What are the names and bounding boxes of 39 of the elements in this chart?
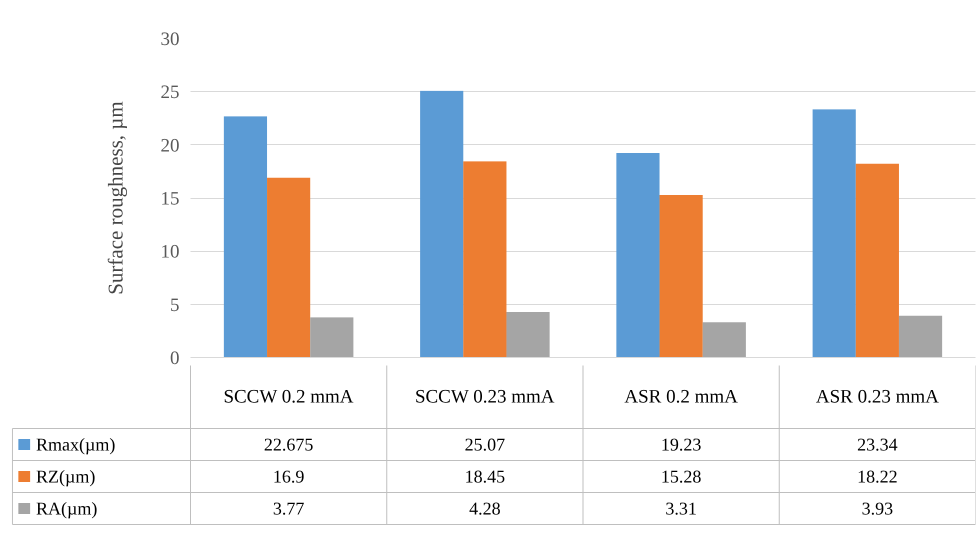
y-tick-label: 20 bbox=[160, 135, 180, 156]
y-tick-label: 0 bbox=[170, 348, 180, 369]
data-label: 23.34 bbox=[857, 434, 898, 454]
data-label: 3.77 bbox=[272, 498, 304, 518]
bar bbox=[506, 312, 550, 358]
bar bbox=[702, 322, 746, 358]
bar bbox=[463, 161, 506, 358]
data-label: 18.45 bbox=[464, 466, 506, 486]
x-tick-label: SCCW 0.2 mmA bbox=[223, 386, 354, 408]
x-tick-label: SCCW 0.23 mmA bbox=[414, 386, 555, 408]
y-axis-title: Surface roughness, µm bbox=[104, 101, 128, 295]
data-label: 15.28 bbox=[660, 466, 702, 486]
data-label: 22.675 bbox=[264, 434, 314, 454]
bar bbox=[812, 109, 856, 358]
x-tick-label: ASR 0.23 mmA bbox=[816, 386, 940, 408]
bar bbox=[224, 116, 268, 358]
data-label: 25.07 bbox=[464, 434, 506, 454]
y-tick-label: 30 bbox=[160, 29, 180, 50]
data-label: 16.9 bbox=[272, 466, 304, 486]
data-label: 4.28 bbox=[469, 498, 501, 518]
legend-label: RA(µm) bbox=[36, 498, 98, 518]
data-label: 3.93 bbox=[862, 498, 894, 518]
bar bbox=[616, 153, 660, 358]
data-label: 18.22 bbox=[857, 466, 898, 486]
bar bbox=[660, 195, 703, 358]
x-tick-label: ASR 0.2 mmA bbox=[624, 386, 738, 408]
y-tick-label: 5 bbox=[170, 294, 180, 316]
data-label: 19.23 bbox=[660, 434, 702, 454]
bar bbox=[310, 317, 354, 358]
legend-label: Rmax(µm) bbox=[36, 434, 116, 454]
y-tick-label: 25 bbox=[160, 82, 180, 104]
bar bbox=[267, 178, 310, 358]
y-tick-label: 15 bbox=[160, 188, 180, 210]
y-tick-label: 10 bbox=[160, 242, 180, 263]
bar bbox=[420, 90, 464, 358]
data-label: 3.31 bbox=[665, 498, 697, 518]
bar bbox=[856, 164, 899, 358]
legend-label: RZ(µm) bbox=[36, 466, 96, 486]
bar bbox=[898, 316, 942, 358]
